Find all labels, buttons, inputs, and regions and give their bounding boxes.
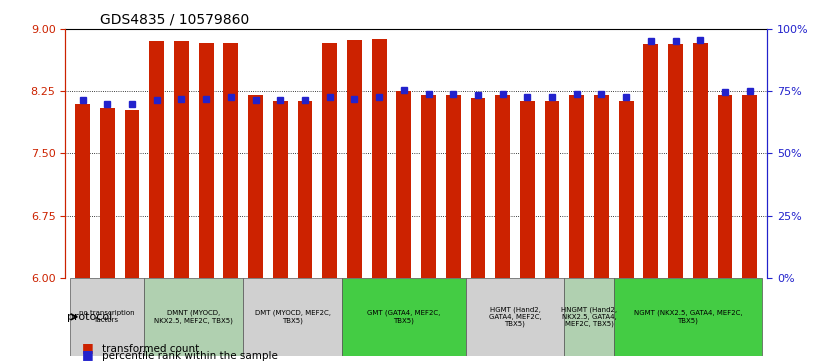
Bar [347, 40, 361, 278]
FancyBboxPatch shape [70, 278, 144, 356]
FancyBboxPatch shape [243, 278, 342, 356]
FancyBboxPatch shape [342, 278, 466, 356]
Text: HNGMT (Hand2,
NKX2.5, GATA4,
MEF2C, TBX5): HNGMT (Hand2, NKX2.5, GATA4, MEF2C, TBX5… [561, 306, 617, 327]
Bar [520, 101, 534, 278]
Bar [644, 44, 659, 278]
Text: HGMT (Hand2,
GATA4, MEF2C,
TBX5): HGMT (Hand2, GATA4, MEF2C, TBX5) [489, 306, 541, 327]
Bar [224, 43, 238, 278]
Bar [100, 108, 115, 278]
Bar [322, 43, 337, 278]
Bar [668, 44, 683, 278]
FancyBboxPatch shape [144, 278, 243, 356]
Bar [397, 91, 411, 278]
Bar [149, 41, 164, 278]
Bar [471, 98, 486, 278]
Bar [371, 39, 387, 278]
Bar [619, 101, 633, 278]
FancyBboxPatch shape [466, 278, 565, 356]
Text: GDS4835 / 10579860: GDS4835 / 10579860 [100, 12, 250, 26]
Text: DMNT (MYOCD,
NKX2.5, MEF2C, TBX5): DMNT (MYOCD, NKX2.5, MEF2C, TBX5) [154, 310, 233, 324]
Bar [594, 95, 609, 278]
Text: DMT (MYOCD, MEF2C,
TBX5): DMT (MYOCD, MEF2C, TBX5) [255, 310, 330, 324]
Text: protocol: protocol [67, 312, 112, 322]
Bar [75, 104, 90, 278]
Text: percentile rank within the sample: percentile rank within the sample [102, 351, 278, 361]
Bar [570, 95, 584, 278]
Bar [495, 95, 510, 278]
Bar [743, 95, 757, 278]
Text: ■: ■ [82, 341, 93, 354]
Text: GMT (GATA4, MEF2C,
TBX5): GMT (GATA4, MEF2C, TBX5) [367, 310, 441, 324]
Text: NGMT (NKX2.5, GATA4, MEF2C,
TBX5): NGMT (NKX2.5, GATA4, MEF2C, TBX5) [634, 310, 743, 324]
Bar [298, 101, 313, 278]
Bar [544, 101, 560, 278]
Bar [446, 95, 461, 278]
Text: transformed count: transformed count [102, 344, 199, 354]
Bar [421, 95, 436, 278]
Bar [248, 95, 263, 278]
Bar [717, 95, 733, 278]
Bar [174, 41, 188, 278]
Text: ■: ■ [82, 348, 93, 361]
Bar [273, 101, 288, 278]
FancyBboxPatch shape [614, 278, 762, 356]
Bar [125, 110, 140, 278]
FancyBboxPatch shape [565, 278, 614, 356]
Text: no transcription
factors: no transcription factors [79, 310, 135, 323]
Bar [199, 43, 214, 278]
Bar [693, 43, 707, 278]
